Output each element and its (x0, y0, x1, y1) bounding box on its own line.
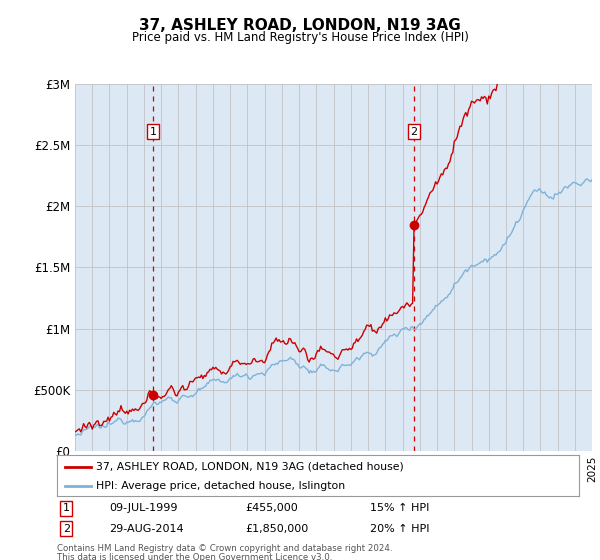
Text: Contains HM Land Registry data © Crown copyright and database right 2024.: Contains HM Land Registry data © Crown c… (57, 544, 392, 553)
Text: 20% ↑ HPI: 20% ↑ HPI (370, 524, 430, 534)
Text: 2: 2 (63, 524, 70, 534)
Text: HPI: Average price, detached house, Islington: HPI: Average price, detached house, Isli… (96, 480, 345, 491)
Text: 37, ASHLEY ROAD, LONDON, N19 3AG (detached house): 37, ASHLEY ROAD, LONDON, N19 3AG (detach… (96, 461, 404, 472)
Text: This data is licensed under the Open Government Licence v3.0.: This data is licensed under the Open Gov… (57, 553, 332, 560)
Text: 29-AUG-2014: 29-AUG-2014 (109, 524, 184, 534)
Text: 15% ↑ HPI: 15% ↑ HPI (370, 503, 430, 514)
Text: 1: 1 (149, 127, 157, 137)
Text: 2: 2 (410, 127, 418, 137)
Text: 37, ASHLEY ROAD, LONDON, N19 3AG: 37, ASHLEY ROAD, LONDON, N19 3AG (139, 18, 461, 33)
Text: £455,000: £455,000 (245, 503, 298, 514)
Text: 09-JUL-1999: 09-JUL-1999 (109, 503, 178, 514)
Text: £1,850,000: £1,850,000 (245, 524, 308, 534)
Text: 1: 1 (63, 503, 70, 514)
Text: Price paid vs. HM Land Registry's House Price Index (HPI): Price paid vs. HM Land Registry's House … (131, 31, 469, 44)
